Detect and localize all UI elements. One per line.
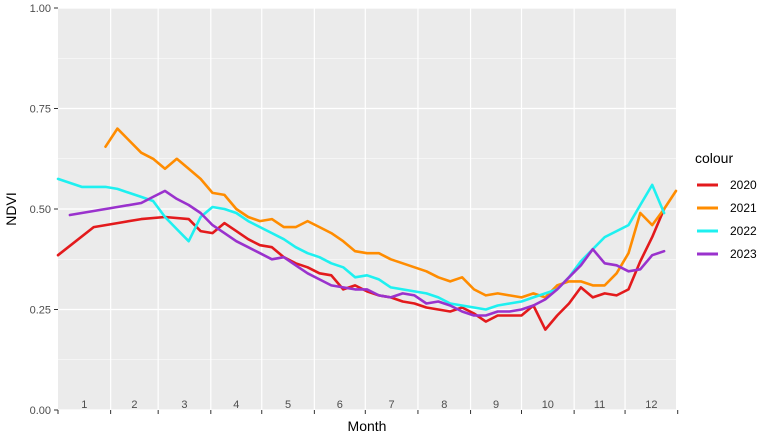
y-tick-label: 0.00 [30,405,51,417]
y-tick-label: 0.50 [30,204,51,216]
month-label: 2 [131,399,137,411]
month-label: 3 [181,399,187,411]
x-axis-title: Month [348,418,387,434]
y-tick-label: 1.00 [30,3,51,15]
series-line-2023 [68,189,666,317]
month-label: 9 [493,399,499,411]
legend-label-2022: 2022 [730,224,757,238]
y-axis-title: NDVI [3,192,19,225]
month-label: 7 [389,399,395,411]
series-lines [56,127,678,331]
month-label: 6 [337,399,343,411]
legend-label-2021: 2021 [730,201,757,215]
month-label: 1 [81,399,87,411]
month-label: 11 [594,399,605,411]
y-axis: 0.00 0.25 0.50 0.75 1.00 [30,3,58,417]
legend-label-2020: 2020 [730,178,757,192]
legend: colour 2020 2021 2022 2023 [695,150,757,261]
legend-title: colour [695,150,733,166]
month-label: 10 [542,399,554,411]
month-label: 5 [285,399,291,411]
x-axis: 1 2 3 4 5 6 7 8 9 10 11 12 [57,399,679,414]
month-label: 12 [645,399,657,411]
legend-label-2023: 2023 [730,247,757,261]
series-line-2021 [104,127,678,299]
month-label: 8 [441,399,447,411]
y-tick-label: 0.25 [30,305,51,317]
y-tick-label: 0.75 [30,104,51,116]
month-label: 4 [233,399,239,411]
